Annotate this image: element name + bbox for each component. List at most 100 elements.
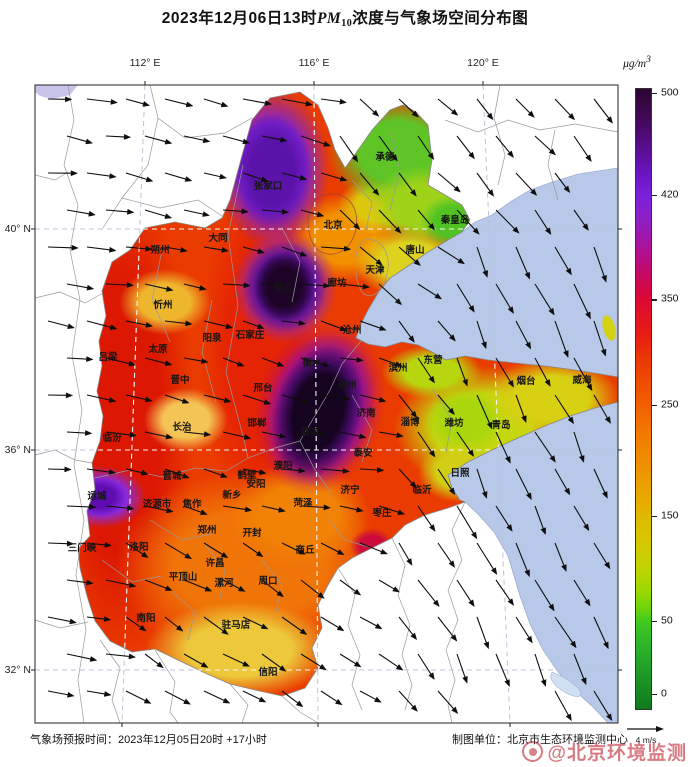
wind-arrow-shaft bbox=[164, 98, 187, 105]
wind-arrow bbox=[417, 209, 436, 231]
wind-arrow bbox=[261, 208, 290, 215]
wind-arrow bbox=[515, 542, 530, 578]
wind-arrow-head bbox=[88, 210, 96, 217]
latitude-label: 36° N bbox=[4, 444, 31, 456]
wind-arrow-head bbox=[299, 251, 308, 257]
wind-arrow-head bbox=[199, 285, 207, 291]
city-label: 焦作 bbox=[181, 498, 202, 510]
wind-arrow bbox=[242, 172, 269, 182]
wind-arrow-head bbox=[86, 356, 94, 362]
wind-arrow-head bbox=[453, 185, 461, 193]
wind-arrow bbox=[164, 690, 191, 705]
producer-caption: 制图单位：北京市生态环境监测中心 bbox=[452, 734, 628, 746]
colorbar-tick-mark bbox=[652, 693, 657, 695]
wind-arrow-head bbox=[89, 656, 98, 662]
wind-arrow bbox=[261, 357, 285, 367]
wind-arrow-head bbox=[411, 110, 419, 118]
province-border bbox=[121, 197, 223, 217]
wind-arrow-shaft bbox=[125, 172, 147, 180]
wind-arrow bbox=[125, 616, 147, 632]
wind-arrow bbox=[66, 430, 93, 436]
wind-arrow-shaft bbox=[261, 505, 280, 511]
unit-base: μg/m bbox=[623, 57, 647, 70]
wind-arrow bbox=[417, 357, 435, 384]
wind-arrow bbox=[164, 468, 190, 479]
wind-arrow bbox=[125, 172, 154, 183]
concentration-blob bbox=[271, 345, 365, 479]
page-title: 2023年12月06日13时PM10浓度与气象场空间分布图 bbox=[0, 6, 690, 29]
wind-arrow-head bbox=[343, 245, 352, 252]
city-label: 晋中 bbox=[170, 374, 189, 386]
wind-arrow-shaft bbox=[66, 431, 86, 434]
wind-arrow-head bbox=[507, 598, 515, 606]
province-border bbox=[94, 457, 249, 479]
wind-arrow bbox=[417, 283, 443, 300]
wind-arrow bbox=[183, 209, 211, 217]
wind-arrow bbox=[203, 172, 227, 180]
wind-arrow-head bbox=[164, 213, 173, 219]
wind-arrow-head bbox=[278, 665, 287, 672]
wind-arrow-head bbox=[66, 540, 75, 547]
wind-arrow-shaft bbox=[144, 283, 167, 290]
wind-arrow bbox=[378, 579, 400, 593]
wind-arrow-head bbox=[524, 271, 531, 280]
wind-arrow-shaft bbox=[320, 320, 341, 329]
wind-arrow-shaft bbox=[125, 320, 147, 326]
wind-arrow-shaft bbox=[300, 579, 320, 595]
wind-arrow-head bbox=[65, 392, 74, 399]
wind-arrow-head bbox=[504, 679, 510, 688]
wind-arrow-head bbox=[468, 599, 475, 608]
wind-arrow-head bbox=[580, 677, 587, 686]
wind-arrow-head bbox=[544, 227, 552, 236]
wind-arrow-head bbox=[323, 282, 331, 289]
wind-arrow-head bbox=[298, 320, 307, 326]
wind-arrow-head bbox=[128, 653, 137, 660]
province-border bbox=[34, 619, 89, 629]
province-border bbox=[154, 649, 179, 724]
wind-arrow bbox=[47, 466, 72, 473]
wind-arrow-head bbox=[184, 552, 193, 560]
wind-arrow-shaft bbox=[456, 505, 475, 534]
wind-arrow bbox=[378, 357, 403, 367]
wind-arrow bbox=[398, 394, 418, 419]
wind-arrow-shaft bbox=[47, 690, 68, 696]
wind-arrow bbox=[203, 468, 228, 478]
concentration-blob bbox=[230, 463, 370, 567]
wind-arrow-head bbox=[222, 697, 231, 704]
wind-arrow bbox=[281, 320, 307, 326]
colorbar-tick-label: 150 bbox=[661, 509, 679, 522]
wind-arrow-head bbox=[410, 189, 417, 197]
wind-arrow bbox=[105, 653, 137, 660]
city-label: 邢台 bbox=[253, 382, 273, 394]
wind-arrow-shaft bbox=[222, 653, 244, 665]
wind-arrow bbox=[320, 690, 343, 706]
wind-arrow-shaft bbox=[242, 542, 259, 554]
wind-arrow-shaft bbox=[203, 172, 221, 178]
wind-arrow-shaft bbox=[320, 394, 344, 399]
wind-arrow bbox=[281, 394, 311, 405]
wind-arrow bbox=[417, 579, 440, 608]
wind-arrow bbox=[261, 282, 286, 289]
wind-arrow-head bbox=[109, 324, 118, 330]
wind-arrow-shaft bbox=[417, 357, 432, 378]
wind-arrow bbox=[47, 540, 75, 547]
wind-arrow-head bbox=[317, 592, 325, 599]
wind-arrow-head bbox=[376, 467, 385, 473]
city-label: 太原 bbox=[148, 343, 168, 355]
city-label: 周口 bbox=[258, 576, 277, 587]
colorbar-tick-label: 50 bbox=[661, 614, 673, 627]
wind-arrow-shaft bbox=[573, 431, 583, 457]
wind-arrow bbox=[242, 616, 269, 630]
wind-arrow-head bbox=[527, 110, 535, 118]
wind-arrow-head bbox=[450, 108, 459, 116]
wind-arrow-shaft bbox=[417, 283, 437, 296]
wind-arrow bbox=[164, 98, 194, 108]
wind-arrow bbox=[47, 690, 75, 698]
city-label: 安阳 bbox=[246, 478, 265, 490]
wind-arrow-shaft bbox=[534, 135, 552, 152]
wind-arrow-shaft bbox=[593, 542, 608, 564]
wind-arrow bbox=[437, 468, 456, 496]
wind-arrow-head bbox=[185, 101, 194, 108]
wind-arrow-shaft bbox=[573, 357, 590, 386]
wind-arrow-shaft bbox=[86, 172, 110, 177]
